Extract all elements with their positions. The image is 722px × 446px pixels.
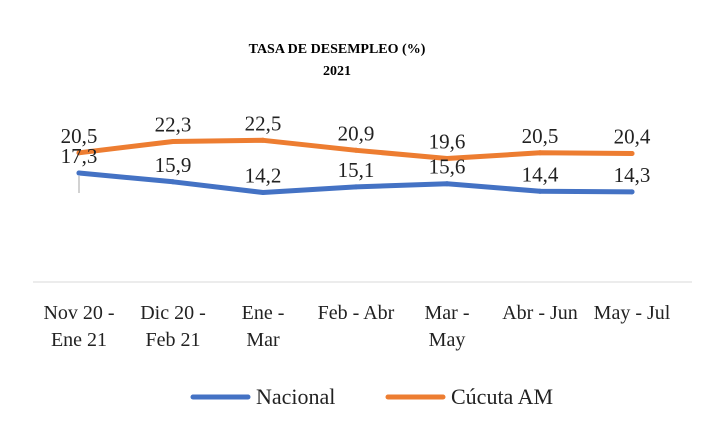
data-label: 14,4 <box>522 162 559 186</box>
data-point <box>629 151 635 156</box>
data-point <box>537 188 543 194</box>
legend-label-nacional: Nacional <box>256 384 335 409</box>
data-point <box>353 147 359 153</box>
data-label: 20,9 <box>338 121 375 145</box>
legend: Nacional Cúcuta AM <box>190 384 553 409</box>
data-point <box>353 184 359 190</box>
chart-title: TASA DE DESEMPLEO (%) <box>249 42 426 57</box>
x-tick-label: Abr - Jun <box>502 302 578 324</box>
x-tick-label: Nov 20 -Ene 21 <box>43 302 114 351</box>
data-label: 14,2 <box>245 164 282 188</box>
legend-label-cucuta: Cúcuta AM <box>451 384 553 409</box>
data-label: 22,5 <box>245 111 282 135</box>
series-layer <box>76 137 635 195</box>
data-point <box>260 137 266 143</box>
data-point <box>260 190 266 195</box>
data-label: 20,4 <box>614 125 651 149</box>
data-point <box>444 181 450 187</box>
data-label: 19,6 <box>429 130 466 154</box>
data-point <box>76 170 82 176</box>
data-point <box>444 156 450 161</box>
data-label: 15,6 <box>429 155 466 179</box>
data-point <box>76 150 82 156</box>
x-tick-label: Ene -Mar <box>242 302 285 351</box>
x-tick-label: Feb - Abr <box>318 302 395 324</box>
x-tick-label: Dic 20 -Feb 21 <box>140 302 206 351</box>
data-labels: 17,3 15,9 14,2 15,1 15,6 14,4 14,3 20,5 22,3 22,5… <box>61 111 651 187</box>
data-point <box>170 179 176 185</box>
data-label: 14,3 <box>614 163 651 187</box>
data-label: 15,9 <box>155 153 192 177</box>
data-point <box>170 139 176 144</box>
data-label: 20,5 <box>522 124 559 148</box>
x-tick-label: Mar -May <box>425 302 470 351</box>
x-tick-label: May - Jul <box>594 302 671 324</box>
data-label: 20,5 <box>61 124 98 148</box>
data-label: 15,1 <box>338 158 375 182</box>
chart-subtitle: 2021 <box>323 64 351 79</box>
data-point <box>537 150 543 156</box>
data-point <box>629 189 635 195</box>
data-label: 17,3 <box>61 144 98 168</box>
x-tick-labels: Nov 20 -Ene 21 Dic 20 -Feb 21 Ene -Mar Feb … <box>43 302 670 351</box>
data-label: 22,3 <box>155 113 192 137</box>
